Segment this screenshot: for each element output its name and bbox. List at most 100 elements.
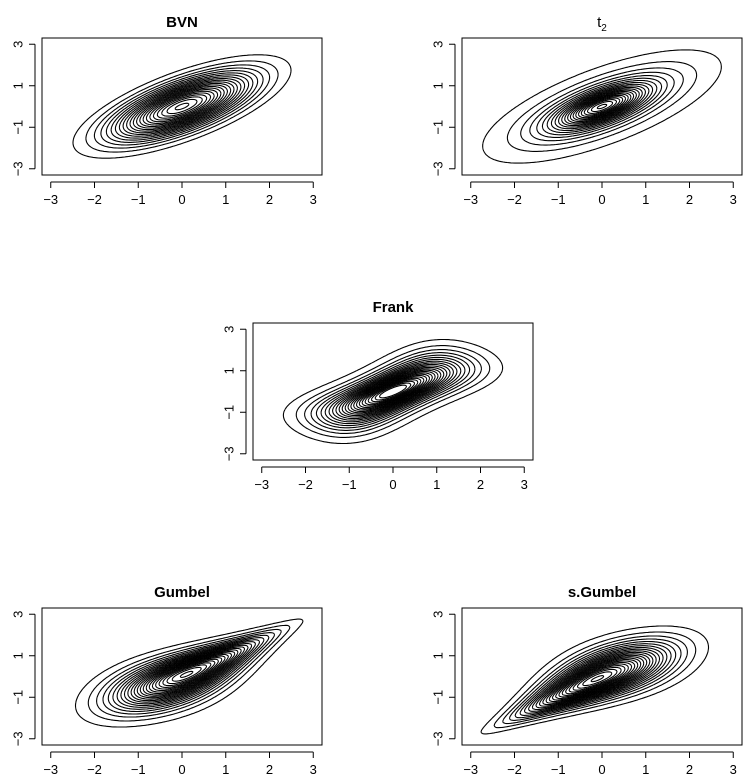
- x-tick-label: −3: [463, 192, 478, 207]
- contour-level: [174, 102, 190, 111]
- contour-level: [166, 664, 208, 685]
- y-tick-label: 3: [222, 326, 237, 333]
- contour-level: [161, 96, 203, 117]
- contour-lines: [282, 338, 504, 445]
- y-tick-label: −3: [11, 161, 26, 176]
- y-tick-label: −3: [222, 446, 237, 461]
- panel-title: Gumbel: [154, 584, 210, 601]
- contour-level: [87, 624, 291, 722]
- contour-level: [367, 379, 419, 404]
- contour-level: [335, 363, 451, 420]
- plot-frame: [461, 37, 743, 176]
- y-tick-label: 1: [11, 652, 26, 659]
- contour-level: [582, 671, 613, 687]
- contour-level: [332, 362, 454, 421]
- panel-title: Frank: [373, 299, 415, 316]
- contour-level: [156, 94, 208, 119]
- contour-level: [145, 653, 229, 695]
- x-tick-label: −3: [43, 192, 58, 207]
- contour-level: [596, 103, 608, 110]
- x-tick-label: −3: [463, 762, 478, 777]
- contour-level: [502, 635, 688, 725]
- contour-level: [577, 94, 627, 119]
- contour-level: [72, 54, 292, 159]
- contour-level: [151, 657, 223, 692]
- y-tick-label: 1: [222, 367, 237, 374]
- plot-frame: [461, 607, 743, 746]
- y-axis: −3 −1 1 3: [11, 41, 36, 176]
- contour-level: [519, 643, 672, 716]
- contour-level: [295, 345, 491, 438]
- contour-level: [572, 92, 632, 121]
- contour-level: [564, 88, 640, 125]
- contour-level: [123, 642, 253, 705]
- x-tick-label: 2: [477, 477, 484, 492]
- contour-level: [133, 647, 242, 700]
- contour-level: [328, 360, 458, 423]
- contour-level: [590, 675, 605, 683]
- contour-level: [142, 652, 233, 696]
- x-tick-label: −2: [87, 762, 102, 777]
- contour-level: [132, 82, 232, 131]
- contour-level: [139, 85, 225, 128]
- contour-lines: [482, 49, 722, 164]
- contour-level: [350, 370, 436, 413]
- y-tick-label: 3: [431, 611, 446, 618]
- contour-level: [370, 380, 416, 403]
- x-tick-label: −1: [131, 762, 146, 777]
- panel-title: BVN: [166, 14, 198, 31]
- contour-level: [126, 79, 238, 134]
- contour-level: [96, 628, 282, 718]
- y-axis: −3 −1 1 3: [431, 611, 456, 746]
- contour-level: [149, 90, 215, 123]
- x-tick-label: −1: [551, 762, 566, 777]
- x-tick-label: 1: [222, 192, 229, 207]
- x-tick-label: 0: [178, 192, 185, 207]
- contour-level: [315, 354, 471, 429]
- contour-level: [528, 646, 664, 712]
- contour-level: [572, 666, 622, 691]
- contour-level: [520, 67, 684, 146]
- y-tick-label: −1: [11, 120, 26, 135]
- y-axis: −3 −1 1 3: [222, 326, 247, 461]
- contour-level: [493, 631, 697, 729]
- contour-level: [130, 646, 246, 702]
- y-tick-label: −1: [431, 690, 446, 705]
- x-tick-label: 3: [310, 762, 317, 777]
- contour-level: [129, 81, 235, 132]
- contour-level: [529, 71, 675, 142]
- contour-level: [171, 666, 202, 682]
- contour-level: [558, 85, 646, 128]
- y-axis: −3 −1 1 3: [11, 611, 36, 746]
- contour-level: [569, 90, 635, 123]
- contour-level: [480, 625, 710, 735]
- contour-level: [550, 81, 654, 132]
- plot-frame: [41, 607, 323, 746]
- panel-title: t2: [597, 14, 607, 34]
- contour-level: [114, 74, 250, 139]
- contour-level: [145, 89, 219, 124]
- y-tick-label: −1: [222, 405, 237, 420]
- x-tick-label: −3: [43, 762, 58, 777]
- y-tick-label: 3: [431, 41, 446, 48]
- contour-level: [102, 632, 276, 715]
- contour-level: [567, 89, 637, 124]
- contour-level: [142, 87, 222, 126]
- contour-level: [508, 638, 682, 721]
- x-axis: −3 −2 −1 0 1 2 3: [43, 751, 317, 777]
- contour-level: [590, 100, 614, 113]
- panel-title: s.Gumbel: [568, 584, 636, 601]
- x-tick-label: 2: [266, 762, 273, 777]
- x-tick-label: 1: [642, 762, 649, 777]
- x-tick-label: 2: [686, 192, 693, 207]
- x-tick-label: 1: [433, 477, 440, 492]
- plot-frame: [252, 322, 534, 461]
- contour-level: [107, 634, 270, 713]
- y-tick-label: 1: [11, 82, 26, 89]
- y-tick-label: 3: [11, 611, 26, 618]
- contour-level: [531, 648, 661, 711]
- contour-level: [364, 377, 422, 406]
- contour-level: [482, 49, 722, 164]
- y-tick-label: −3: [431, 731, 446, 746]
